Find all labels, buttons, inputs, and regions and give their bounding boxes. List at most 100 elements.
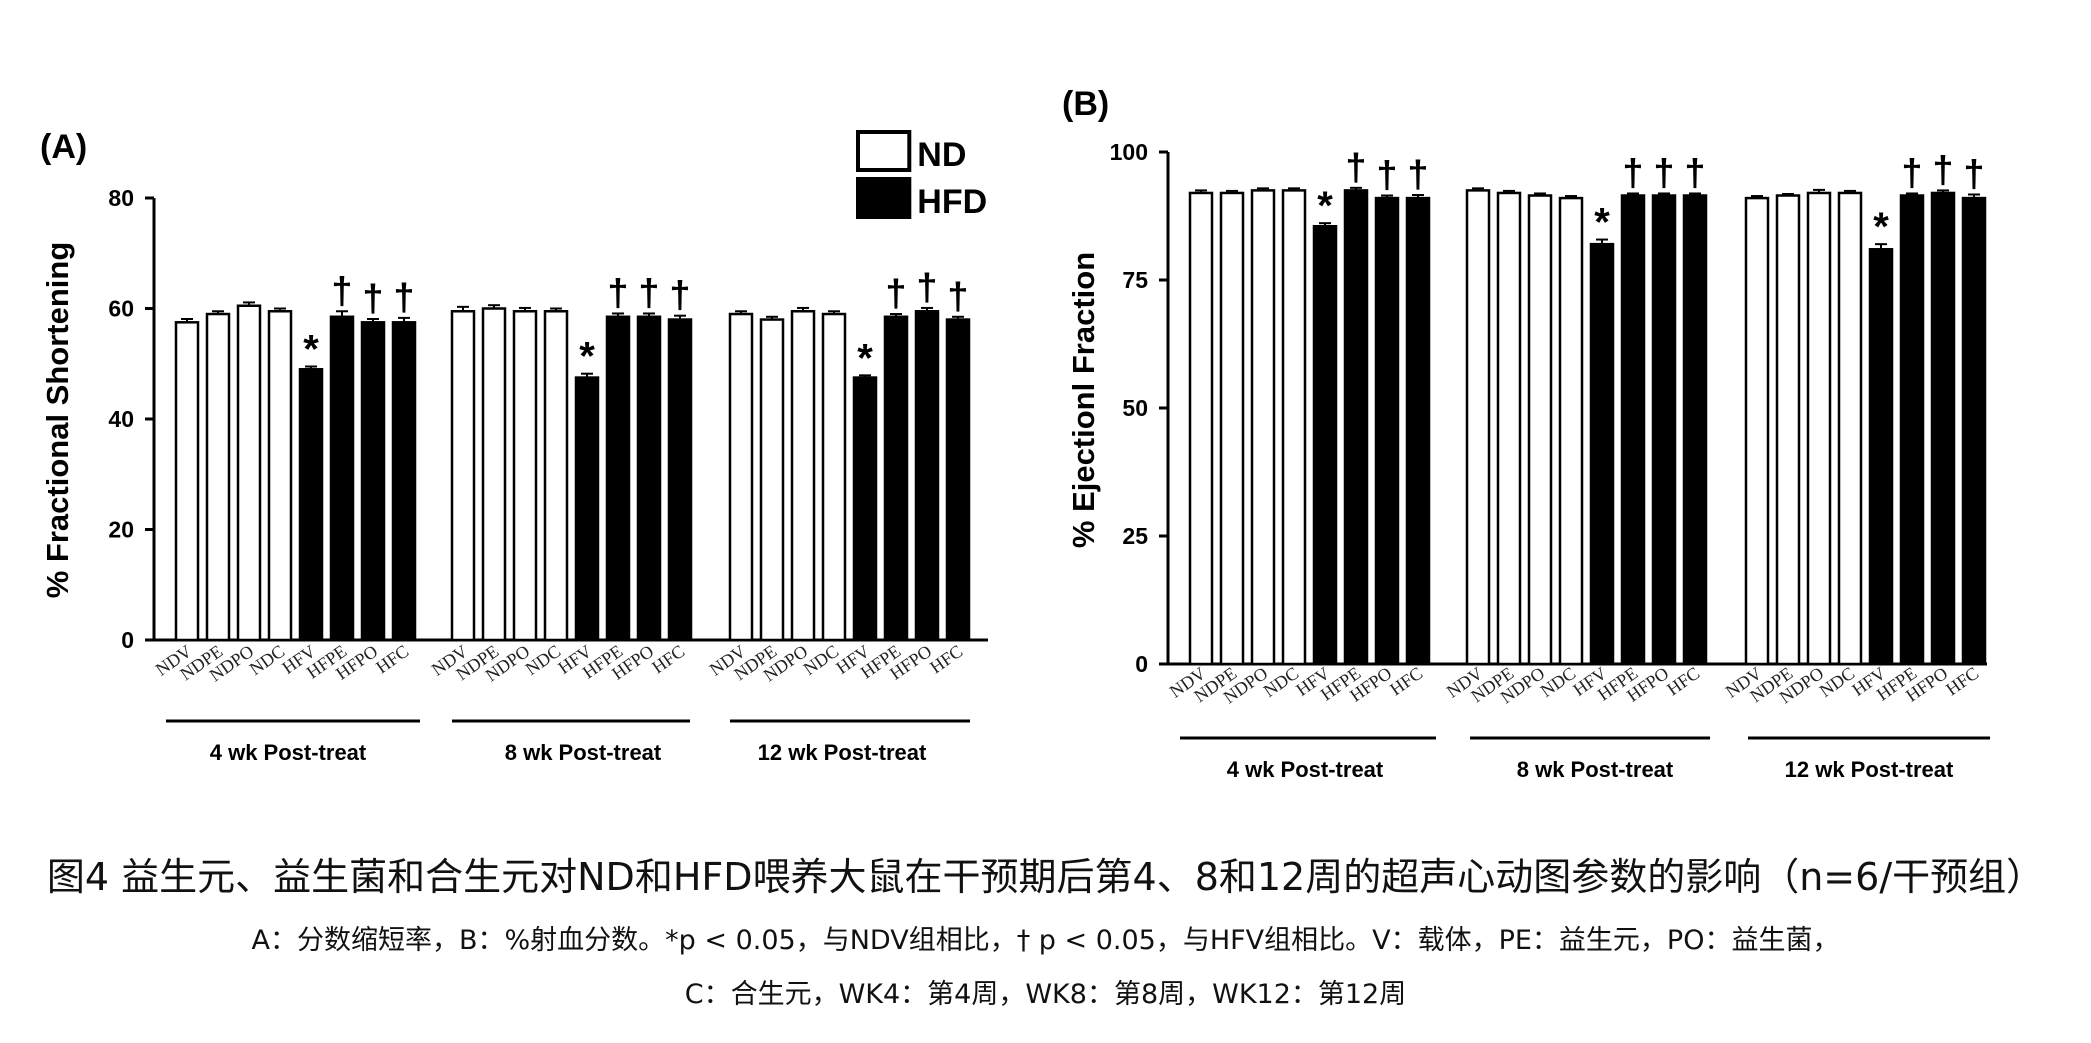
significance-dagger: † [1653, 152, 1674, 194]
bar [391, 321, 417, 642]
significance-dagger: † [362, 278, 383, 320]
bar [450, 310, 476, 642]
figure-caption-title: 图4 益生元、益生菌和合生元对ND和HFD喂养大鼠在干预期后第4、8和12周的超… [46, 855, 2045, 899]
bar [1744, 196, 1770, 666]
chart-panel-a: (A)% Fractional Shortening020406080NDVND… [40, 128, 988, 765]
figure-caption-line1: A：分数缩短率，B：%射血分数。*p < 0.05，与NDV组相比，† p < … [251, 925, 1840, 956]
y-axis-title: % Ejectionl Fraction [1066, 252, 1101, 548]
panel-label: (A) [40, 128, 87, 166]
bar [1527, 194, 1553, 666]
group-label: 4 wk Post-treat [210, 740, 367, 765]
y-tick-label: 0 [121, 627, 134, 653]
bar [1188, 191, 1214, 666]
bar [236, 304, 262, 642]
bar [1374, 196, 1400, 666]
bar [481, 307, 507, 642]
bar [1775, 194, 1801, 666]
bar [636, 315, 662, 642]
bar [512, 310, 538, 642]
bar [1868, 248, 1894, 666]
bar [790, 310, 816, 642]
x-category-label: HFC [1663, 663, 1703, 699]
y-tick-label: 40 [108, 406, 134, 432]
bar [360, 321, 386, 642]
bar [605, 315, 631, 642]
significance-dagger: † [1684, 152, 1705, 194]
significance-dagger: † [1622, 152, 1643, 194]
bar [1620, 194, 1646, 666]
bar [1343, 189, 1369, 666]
panel-label: (B) [1062, 85, 1109, 123]
y-tick-label: 25 [1122, 523, 1148, 549]
bar [667, 318, 693, 642]
y-tick-label: 20 [108, 517, 134, 543]
bar [1558, 196, 1584, 666]
significance-asterisk: * [857, 336, 873, 380]
bar [914, 310, 940, 642]
figure-caption-line2: C：合生元，WK4：第4周，WK8：第8周，WK12：第12周 [684, 979, 1407, 1010]
bar [267, 310, 293, 642]
bar [1281, 189, 1307, 666]
significance-dagger: † [638, 272, 659, 314]
significance-asterisk: * [1873, 205, 1889, 249]
y-tick-label: 60 [108, 296, 134, 322]
significance-dagger: † [1932, 149, 1953, 191]
bar [1930, 191, 1956, 666]
bar [1589, 242, 1615, 666]
bar [1837, 191, 1863, 666]
bar [821, 312, 847, 642]
y-axis-title: % Fractional Shortening [40, 242, 75, 599]
bar [205, 312, 231, 642]
y-tick-label: 100 [1110, 139, 1148, 165]
significance-dagger: † [1345, 147, 1366, 189]
group-label: 12 wk Post-treat [758, 740, 927, 765]
bar [1651, 194, 1677, 666]
legend-label: HFD [917, 183, 987, 221]
bar [543, 310, 569, 642]
significance-dagger: † [885, 273, 906, 315]
significance-dagger: † [947, 276, 968, 318]
y-tick-label: 0 [1135, 651, 1148, 677]
bar [574, 376, 600, 642]
bar [1899, 194, 1925, 666]
legend-swatch [856, 130, 912, 172]
x-category-label: HFC [926, 641, 966, 677]
significance-dagger: † [1407, 154, 1428, 196]
bar [329, 315, 355, 642]
significance-asterisk: * [1317, 184, 1333, 228]
bar [852, 376, 878, 642]
y-tick-label: 75 [1122, 267, 1148, 293]
x-category-label: HFC [648, 641, 688, 677]
significance-dagger: † [331, 270, 352, 312]
bar [1219, 191, 1245, 666]
group-label: 8 wk Post-treat [1517, 757, 1674, 782]
bar [174, 321, 200, 642]
significance-dagger: † [1901, 152, 1922, 194]
significance-dagger: † [1376, 155, 1397, 197]
bar [759, 318, 785, 642]
bar [298, 368, 324, 642]
bar [1250, 189, 1276, 666]
significance-dagger: † [393, 277, 414, 319]
legend: ND HFD [856, 130, 987, 221]
bar [1465, 189, 1491, 666]
significance-dagger: † [669, 275, 690, 317]
bar [1806, 191, 1832, 666]
x-category-label: HFC [1942, 663, 1982, 699]
significance-dagger: † [916, 267, 937, 309]
y-tick-label: 50 [1122, 395, 1148, 421]
chart-panel-b: (B)% Ejectionl Fraction0255075100NDVNDPE… [1062, 85, 1990, 782]
significance-asterisk: * [303, 328, 319, 372]
bar [883, 315, 909, 642]
bar [1312, 224, 1338, 666]
significance-dagger: † [1963, 153, 1984, 195]
bar [1682, 194, 1708, 666]
group-label: 12 wk Post-treat [1785, 757, 1954, 782]
bar [728, 312, 754, 642]
bar [1496, 191, 1522, 666]
group-label: 8 wk Post-treat [505, 740, 662, 765]
bar [945, 318, 971, 642]
significance-asterisk: * [579, 335, 595, 379]
legend-label: ND [917, 136, 966, 174]
